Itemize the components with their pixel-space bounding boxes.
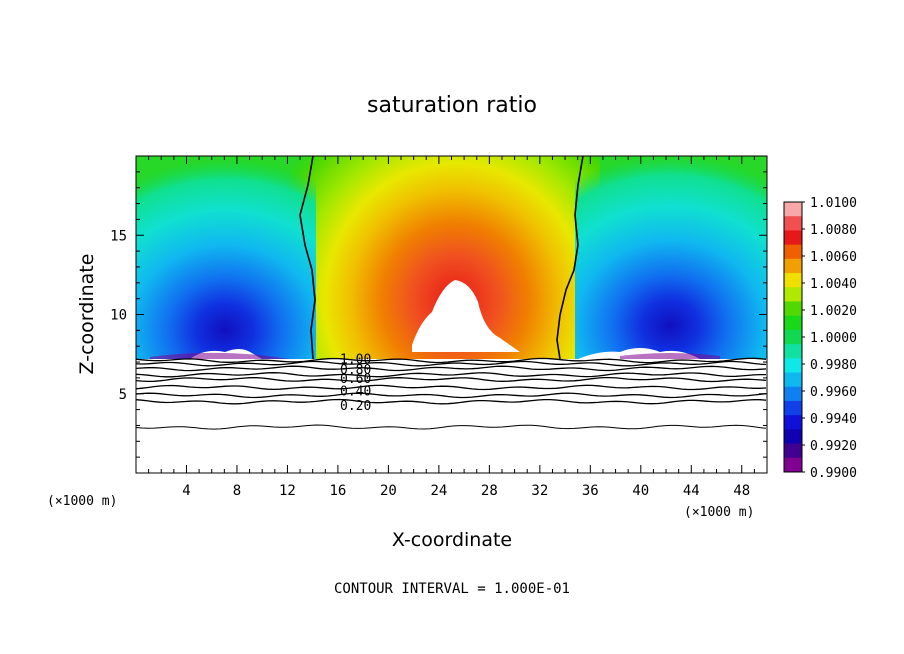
colorbar-label: 1.0000 [810,331,857,346]
x-tick-label: 20 [380,483,397,499]
x-tick-label: 12 [279,483,296,499]
colorbar-swatch [784,216,802,231]
saturation-boundary-left [299,156,316,360]
contour-line [136,376,767,383]
contour-labels: 1.000.800.600.400.20 [340,353,371,414]
y-axis-label: Z-coordinate [76,254,98,375]
y-tick-label: 10 [110,308,127,324]
x-tick-label: 32 [531,483,548,499]
y-axis-ticks: 5 10 15 [110,171,767,458]
contour-line [136,398,767,405]
colorbar-swatch [784,415,802,430]
colorbar-swatch [784,329,802,345]
contour-line [136,392,767,399]
colorbar-label: 0.9980 [810,358,857,373]
colorbar-swatch [784,443,802,459]
colorbar-label: 0.9920 [810,439,857,454]
colorbar-label: 0.9940 [810,412,857,427]
x-axis-unit-right: (×1000 m) [684,505,754,520]
colorbar-swatch [784,400,802,416]
field-dry-right [575,156,767,359]
colorbar-label: 1.0100 [810,196,857,211]
colorbar-swatch [784,358,802,374]
y-tick-label: 5 [119,387,127,403]
contour-line [136,365,767,372]
x-axis-ticks: 4 8 12 16 20 24 28 32 36 40 44 48 [148,156,755,499]
colorbar-swatch [784,386,802,402]
colorbar-label: 1.0060 [810,250,857,265]
x-axis-unit-left: (×1000 m) [47,494,117,509]
contour-label: 0.40 [340,385,371,400]
field-peak-gap [412,280,520,352]
colorbar-swatch [784,372,802,388]
colorbar-swatch [784,244,802,260]
x-tick-label: 48 [733,483,750,499]
colorbar-label: 1.0080 [810,223,857,238]
contour-interval-note: CONTOUR INTERVAL = 1.000E-01 [334,581,570,597]
colorbar-swatch [784,273,802,288]
contour-lines [136,357,767,430]
colorbar-label: 0.9900 [810,466,857,481]
contour-label: 0.20 [340,399,371,414]
field-lower-clear [136,359,767,473]
colorbar-swatch [784,230,802,246]
field-purple-edge-right [620,353,720,359]
contour-line [136,384,767,391]
saturation-boundary-right [556,156,584,360]
colorbar-label: 1.0020 [810,304,857,319]
contour-label: 0.80 [340,363,371,378]
x-tick-label: 8 [233,483,241,499]
colorbar-swatch [784,258,802,274]
x-tick-label: 28 [481,483,498,499]
colorbar-labels: 1.0100 1.0080 1.0060 1.0040 1.0020 1.0000 0.99… [802,196,857,481]
chart-title: saturation ratio [367,93,537,118]
contour-line [136,424,767,430]
contour-label: 0.60 [340,372,371,387]
x-tick-label: 24 [430,483,447,499]
x-tick-label: 4 [182,483,190,499]
x-tick-label: 44 [683,483,700,499]
colorbar-swatch [784,429,802,445]
colorbar-swatch [784,202,802,217]
colorbar-swatch [784,287,802,302]
x-tick-label: 16 [329,483,346,499]
colorbar-swatch [784,301,802,317]
contour-line [136,372,766,378]
colorbar [783,201,803,473]
x-tick-label: 40 [632,483,649,499]
colorbar-label: 1.0040 [810,277,857,292]
y-tick-label: 15 [110,228,127,244]
colorbar-swatch [784,344,802,359]
contour-line [136,357,767,364]
contour-label: 1.00 [340,353,371,368]
colorbar-swatch [784,315,802,331]
field-purple-edge-left [150,352,290,359]
contour-line [136,360,767,367]
x-tick-label: 36 [582,483,599,499]
saturation-field [136,156,767,473]
colorbar-swatch [784,457,802,473]
x-axis-label: X-coordinate [392,529,512,551]
plot-area [136,156,767,473]
colorbar-label: 0.9960 [810,385,857,400]
field-dry-left [136,156,316,359]
